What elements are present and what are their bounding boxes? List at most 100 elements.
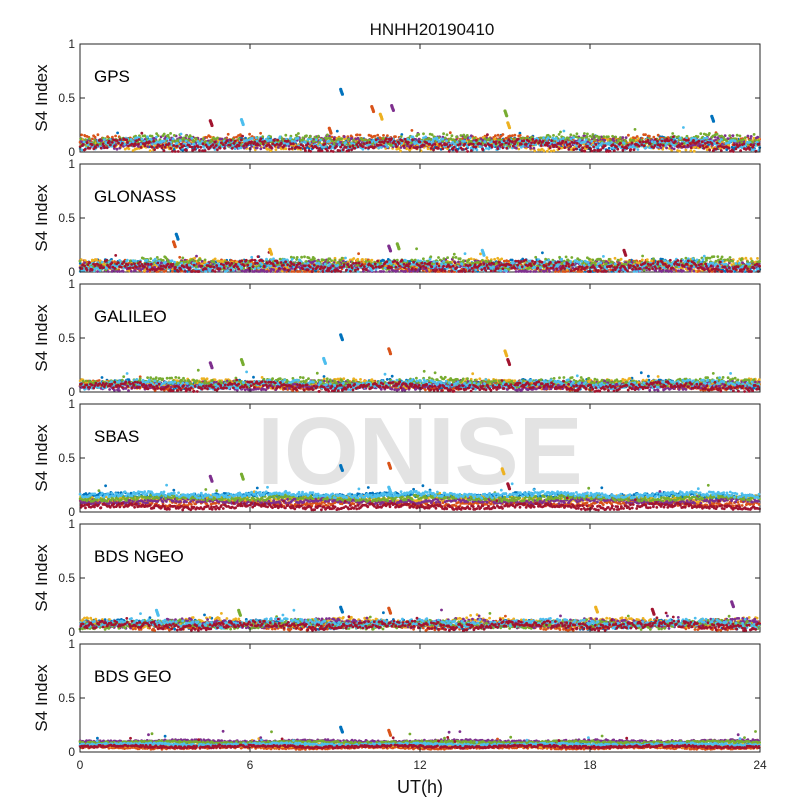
data-point	[479, 142, 483, 146]
data-point	[527, 140, 531, 143]
data-point	[315, 146, 319, 150]
data-point	[575, 132, 579, 136]
data-point	[578, 138, 582, 142]
data-point	[167, 142, 171, 145]
data-point	[98, 138, 102, 142]
data-point	[504, 141, 508, 145]
data-point	[239, 146, 243, 150]
data-point	[362, 142, 366, 145]
data-point	[165, 137, 169, 141]
data-point	[575, 141, 579, 145]
data-point	[332, 137, 336, 141]
data-point	[121, 142, 124, 145]
data-point	[742, 142, 746, 146]
data-point	[213, 140, 217, 144]
data-point	[152, 139, 156, 143]
axes-box	[79, 163, 761, 273]
data-point	[376, 133, 380, 137]
data-point	[179, 136, 183, 139]
data-point	[672, 135, 675, 139]
data-point	[638, 140, 642, 144]
data-point	[692, 149, 696, 153]
data-point	[426, 147, 430, 151]
data-point	[276, 138, 279, 142]
data-point	[201, 142, 205, 146]
data-point	[272, 138, 276, 142]
data-point	[749, 143, 753, 147]
data-point	[416, 146, 419, 149]
data-point	[414, 138, 418, 141]
data-point	[461, 148, 464, 151]
data-point	[679, 144, 682, 148]
data-point	[614, 135, 618, 139]
data-point	[607, 146, 611, 150]
data-point	[379, 143, 383, 147]
data-point	[547, 141, 550, 145]
data-point	[510, 258, 514, 262]
data-point	[410, 141, 413, 145]
data-point	[115, 147, 119, 151]
data-point	[84, 138, 87, 142]
data-point	[702, 146, 706, 150]
data-point	[367, 138, 371, 142]
data-point	[320, 149, 324, 153]
data-point	[671, 143, 675, 147]
data-point	[155, 135, 158, 139]
data-point	[216, 148, 219, 152]
data-point	[521, 136, 525, 140]
data-point	[575, 144, 578, 148]
data-point	[552, 134, 555, 137]
data-point	[632, 148, 636, 152]
data-point	[646, 138, 650, 142]
data-point	[659, 143, 662, 146]
data-point	[298, 270, 302, 273]
data-point	[336, 140, 340, 144]
data-point	[497, 138, 500, 142]
data-point	[230, 147, 234, 150]
data-point	[692, 139, 695, 142]
data-point	[581, 136, 585, 140]
data-point	[587, 138, 591, 141]
data-point	[351, 144, 355, 148]
data-point	[228, 143, 232, 147]
panel-label: GPS	[94, 67, 130, 86]
data-point	[179, 142, 183, 146]
data-point	[756, 135, 760, 139]
data-point	[338, 149, 342, 153]
data-point	[670, 138, 673, 142]
data-point	[714, 138, 717, 142]
data-point	[624, 138, 627, 142]
data-point	[471, 142, 475, 146]
data-point	[176, 150, 180, 153]
data-point	[237, 144, 241, 148]
data-point	[739, 139, 742, 142]
data-point	[598, 135, 601, 139]
data-point	[364, 146, 367, 150]
data-point	[318, 141, 321, 144]
data-point	[648, 142, 652, 146]
data-point	[182, 144, 186, 148]
data-point	[530, 141, 533, 145]
data-point	[201, 137, 205, 141]
data-point	[629, 148, 633, 151]
data-point	[545, 149, 549, 153]
data-point	[708, 132, 711, 135]
data-point	[475, 138, 478, 142]
data-point	[262, 142, 265, 146]
data-point	[600, 141, 604, 145]
data-points	[78, 87, 762, 153]
data-point	[586, 132, 589, 136]
data-point	[736, 139, 740, 143]
data-point	[185, 148, 188, 152]
data-point	[590, 135, 594, 139]
data-point	[732, 143, 736, 147]
data-point	[239, 138, 243, 142]
data-point	[341, 148, 345, 152]
data-point	[570, 140, 574, 144]
data-point	[648, 134, 651, 138]
data-point	[542, 149, 546, 153]
data-point	[563, 146, 567, 150]
